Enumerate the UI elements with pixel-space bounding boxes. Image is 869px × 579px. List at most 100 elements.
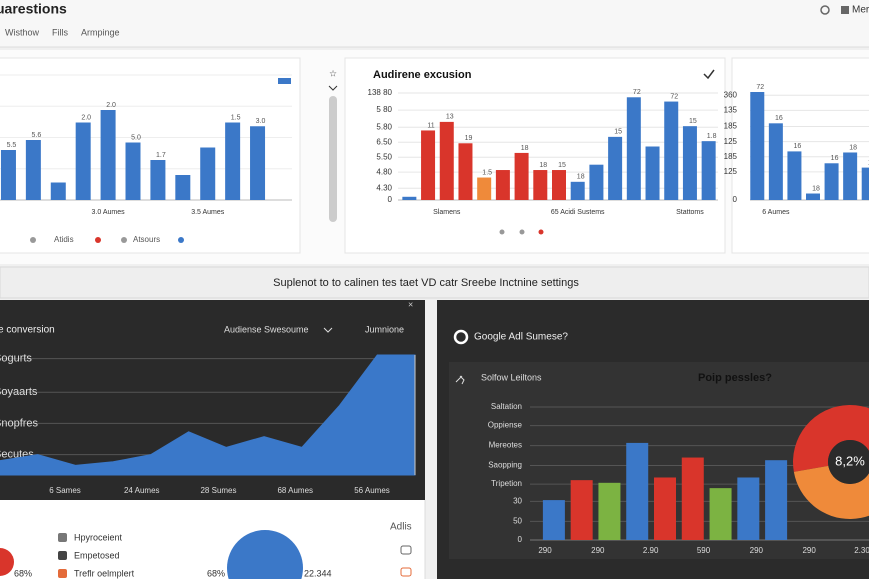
bar — [664, 101, 679, 200]
x-tick-label: 290 — [591, 546, 605, 555]
bar — [421, 130, 436, 200]
scrollbar[interactable] — [329, 96, 337, 222]
bar — [542, 500, 565, 540]
x-tick-label: 6 Aumes — [762, 209, 790, 216]
y-tick-label: Saltation — [491, 402, 522, 411]
x-tick-label: Stattoms — [676, 209, 704, 216]
legend-dot — [95, 237, 101, 243]
bar — [100, 110, 116, 200]
summary-item: Treflr oelmplert — [74, 568, 135, 578]
tab[interactable]: Fills — [52, 27, 68, 37]
icon[interactable] — [400, 545, 412, 555]
bar — [50, 182, 66, 200]
y-tick-label: 30 — [513, 497, 522, 506]
y-tick-label: 50 — [513, 516, 522, 525]
summary-link[interactable]: Adlis — [390, 522, 412, 533]
y-tick-label: Oppiense — [488, 421, 523, 430]
x-tick-label: 6 Sames — [49, 486, 81, 495]
y-tick-label: 0 — [388, 195, 393, 204]
bar-note: 2.0 — [81, 114, 91, 121]
summary-pie — [0, 548, 14, 576]
check-icon[interactable] — [703, 69, 715, 80]
icon[interactable] — [400, 567, 412, 577]
bar — [570, 181, 585, 200]
y-tick-label: 0 — [733, 195, 738, 204]
x-tick-label: 65 Acidi Sustems — [551, 209, 605, 216]
chart-title: Audirene excusion — [373, 69, 472, 81]
summary-item: Empetosed — [74, 550, 120, 560]
bar — [861, 167, 869, 200]
bar-note: 18 — [812, 185, 820, 192]
donut-segment — [793, 405, 869, 472]
chart-title: Poip pessles? — [698, 372, 772, 384]
chevron-icon[interactable] — [328, 85, 338, 91]
bar-note: 5.6 — [31, 132, 41, 139]
y-tick-label: Mereotes — [489, 441, 522, 450]
bar — [682, 126, 697, 200]
bar-note: 1.8 — [707, 133, 717, 140]
bar — [626, 97, 641, 200]
banner — [0, 266, 869, 299]
x-tick-label: 28 Sumes — [200, 486, 236, 495]
bar — [200, 147, 216, 200]
legend-dot — [30, 237, 36, 243]
x-tick-label: Slamens — [433, 209, 461, 216]
bar-note: 18 — [521, 145, 529, 152]
bar — [765, 460, 788, 540]
bar-note: 1.5 — [231, 114, 241, 121]
bar — [150, 160, 166, 200]
y-tick-label: 5 80 — [376, 105, 392, 114]
page-dot[interactable] — [538, 229, 544, 235]
chart-control: Jumnione — [365, 324, 404, 334]
bar-note: 2.0 — [106, 102, 116, 109]
y-tick-label: 135 — [724, 105, 738, 114]
bar — [737, 477, 760, 540]
bar — [843, 152, 858, 200]
y-tick-label: 125 — [724, 137, 738, 146]
x-tick-label: 3.5 Aumes — [191, 209, 225, 216]
donut-hole — [828, 440, 869, 484]
bar-note: 1.5 — [482, 169, 492, 176]
bar-note: 3.0 — [256, 118, 266, 125]
bar — [439, 121, 454, 200]
close-icon[interactable]: × — [408, 299, 413, 309]
bar — [589, 164, 604, 200]
bar-note: 15 — [689, 118, 697, 125]
bar — [175, 175, 191, 200]
settings-icon[interactable] — [820, 5, 830, 15]
tab[interactable]: Armpinge — [81, 27, 120, 37]
summary-panel — [0, 500, 425, 579]
y-tick-label: 0 — [518, 535, 523, 544]
y-tick-label: Sogurts — [0, 353, 32, 365]
bar — [750, 92, 765, 200]
star-icon[interactable]: ☆ — [329, 68, 337, 78]
bar-note: 5.0 — [131, 134, 141, 141]
bar — [701, 141, 716, 200]
legend-dot — [121, 237, 127, 243]
chart-title: Google Adl Sumese? — [474, 332, 568, 343]
y-tick-label: Soyaarts — [0, 386, 38, 398]
y-tick-label: 138 80 — [368, 88, 393, 97]
bar — [495, 170, 510, 200]
tab[interactable]: Wisthow — [5, 27, 40, 37]
bar — [654, 477, 676, 540]
x-tick-label: 24 Aumes — [124, 486, 160, 495]
menu-label[interactable]: Mer — [852, 5, 869, 16]
y-tick-label: 4.80 — [376, 167, 392, 176]
bar — [477, 177, 492, 200]
bar — [25, 140, 41, 200]
item-icon — [58, 569, 67, 578]
page-dot[interactable] — [519, 229, 525, 235]
bar-note: 5.5 — [7, 142, 17, 149]
bar — [709, 488, 732, 540]
summary-item: Hpyroceient — [74, 532, 123, 542]
icon[interactable] — [455, 375, 465, 385]
x-tick-label: 3.0 Aumes — [92, 209, 126, 216]
page-dot[interactable] — [499, 229, 505, 235]
bar — [0, 150, 16, 200]
bar — [598, 482, 621, 540]
menu-icon[interactable] — [841, 6, 849, 14]
legend-swatch — [278, 78, 291, 84]
